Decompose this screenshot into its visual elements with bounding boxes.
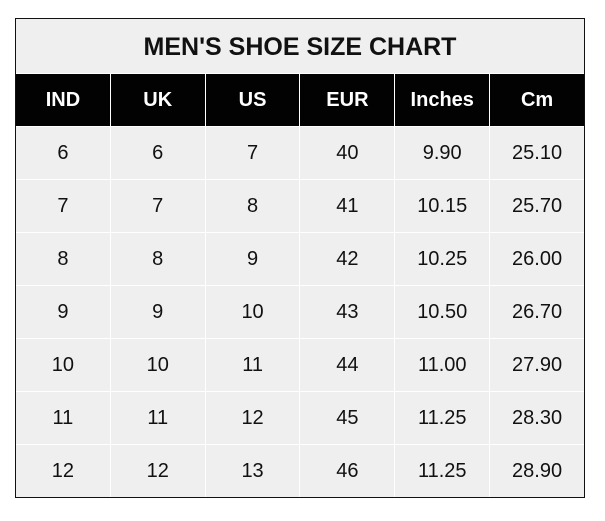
- header-row: IND UK US EUR Inches Cm: [16, 74, 584, 126]
- table-cell: 10.15: [395, 180, 491, 232]
- table-cell: 10: [16, 339, 111, 391]
- table-cell: 11: [111, 392, 206, 444]
- column-header: Inches: [395, 74, 491, 126]
- table-cell: 11.00: [395, 339, 491, 391]
- table-cell: 11: [206, 339, 301, 391]
- table-cell: 9: [206, 233, 301, 285]
- table-row: 11 11 12 45 11.25 28.30: [16, 391, 584, 444]
- table-cell: 12: [111, 445, 206, 497]
- table-cell: 11.25: [395, 392, 491, 444]
- table-cell: 45: [300, 392, 396, 444]
- table-cell: 7: [111, 180, 206, 232]
- column-header: Cm: [520, 88, 554, 111]
- table-row: 9 9 10 43 10.50 26.70: [16, 285, 584, 338]
- table-cell: 11.25: [395, 445, 491, 497]
- table-cell: 12: [16, 445, 111, 497]
- table-cell: 9.90: [395, 127, 491, 179]
- table-cell: 43: [300, 286, 396, 338]
- table-row: 6 6 7 40 9.90 25.10: [16, 126, 584, 179]
- table-row: 10 10 11 44 11.00 27.90: [16, 338, 584, 391]
- table-cell: 10: [206, 286, 301, 338]
- table-title: MEN'S SHOE SIZE CHART: [16, 19, 584, 74]
- table-cell: 10.25: [395, 233, 491, 285]
- column-header: UK: [111, 74, 206, 126]
- table-cell: 41: [300, 180, 396, 232]
- table-body: 6 6 7 40 9.90 25.10 7 7 8 41 10.15 25.70 8 8 9 42 10.25 2…: [16, 126, 584, 497]
- table-cell: 6: [111, 127, 206, 179]
- table-row: 12 12 13 46 11.25 28.90: [16, 444, 584, 497]
- table-cell: 10: [111, 339, 206, 391]
- column-header: US: [206, 74, 301, 126]
- table-cell: 26.00: [512, 247, 563, 270]
- table-cell: 40: [300, 127, 396, 179]
- table-row: 8 8 9 42 10.25 26.00: [16, 232, 584, 285]
- table-cell: 11: [16, 392, 111, 444]
- table-cell: 27.90: [512, 353, 563, 376]
- table-cell: 7: [206, 127, 301, 179]
- column-header: IND: [16, 74, 111, 126]
- table-cell: 9: [111, 286, 206, 338]
- table-cell: 26.70: [512, 300, 563, 323]
- table-cell: 25.70: [512, 194, 563, 217]
- table-cell: 6: [16, 127, 111, 179]
- table-cell: 7: [16, 180, 111, 232]
- table-cell: 10.50: [395, 286, 491, 338]
- table-row: 7 7 8 41 10.15 25.70: [16, 179, 584, 232]
- table-cell: 8: [206, 180, 301, 232]
- table-cell: 9: [16, 286, 111, 338]
- table-cell: 12: [206, 392, 301, 444]
- shoe-size-table: MEN'S SHOE SIZE CHART IND UK US EUR Inches Cm…: [15, 18, 585, 498]
- table-cell: 46: [300, 445, 396, 497]
- table-cell: 25.10: [512, 141, 563, 164]
- table-cell: 42: [300, 233, 396, 285]
- table-cell: 28.30: [512, 406, 563, 429]
- column-header: EUR: [300, 74, 396, 126]
- table-cell: 8: [16, 233, 111, 285]
- table-cell: 8: [111, 233, 206, 285]
- table-cell: 44: [300, 339, 396, 391]
- table-cell: 13: [206, 445, 301, 497]
- table-cell: 28.90: [512, 459, 563, 482]
